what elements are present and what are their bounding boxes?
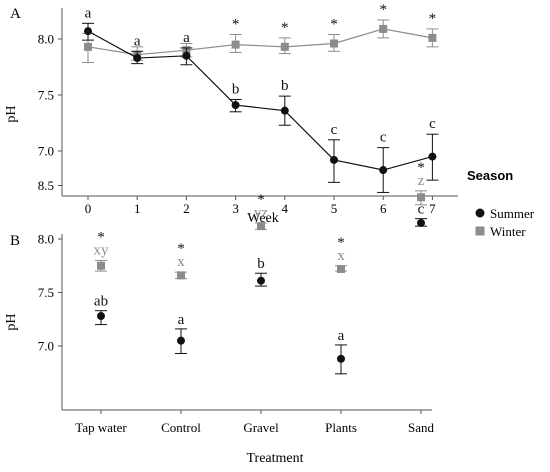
panel-a-x-tick-label: 6 <box>380 201 387 216</box>
panel-b-x-tick-label: Plants <box>325 420 357 435</box>
legend-winter-label: Winter <box>490 224 526 239</box>
panel-b-winter-point <box>417 193 425 202</box>
panel-b-winter-letter-label: xy <box>94 242 110 258</box>
panel-a-y-tick-label: 7.5 <box>38 88 54 103</box>
panel-b-summer-letter-label: a <box>178 312 185 328</box>
panel-a-x-tick-label: 7 <box>429 201 436 216</box>
panel-a-winter-point <box>84 42 92 51</box>
panel-b-winter-significance-star: * <box>417 160 425 176</box>
panel-a-y-tick-label: 7.0 <box>38 144 54 159</box>
panel-a-summer-significance-label: c <box>380 130 387 146</box>
panel-b-x-tick-label: Gravel <box>243 420 279 435</box>
panel-b-summer-letter-label: a <box>338 328 345 344</box>
panel-a-winter-significance-label: * <box>330 17 338 33</box>
legend-summer-marker <box>475 208 485 218</box>
panel-a-x-tick-label: 4 <box>282 201 289 216</box>
panel-a-winter-significance-label: * <box>379 2 387 18</box>
panel-a-summer-point <box>379 166 388 175</box>
panel-a-summer-point <box>182 51 191 60</box>
panel-a-y-tick-label: 8.0 <box>38 32 54 47</box>
panel-b-points: xy*abx*ayz*bx*az*c <box>94 160 427 375</box>
legend: Season Summer Winter <box>467 168 535 239</box>
panel-b-summer-point <box>417 218 425 227</box>
panel-b-x-tick-label: Tap water <box>75 420 127 435</box>
panel-a-y-ticks: 7.0 7.5 8.0 <box>38 32 62 159</box>
panel-a-summer-significance-label: a <box>85 5 92 21</box>
panel-a-summer-point <box>280 106 289 115</box>
panel-a-summer-series: a a a b b c c c <box>82 5 439 193</box>
panel-a-summer-significance-label: a <box>134 33 141 49</box>
panel-a-summer-point <box>133 54 142 63</box>
panel-a-winter-point <box>280 42 289 51</box>
panel-b-x-ticks: Tap water Control Gravel Plants Sand <box>75 410 435 435</box>
panel-a-summer-point <box>84 27 92 36</box>
panel-a-winter-significance-label: * <box>281 20 289 36</box>
panel-a-summer-significance-label: b <box>281 78 289 94</box>
panel-b-summer-letter-label: c <box>418 202 425 218</box>
panel-b-y-tick-label: 8.5 <box>38 178 54 193</box>
panel-a: A pH Week 7.0 7.5 8.0 0 1 2 3 4 5 6 7 * * * * * a a a b b… <box>4 2 458 226</box>
panel-b-winter-letter-label: x <box>337 248 345 264</box>
legend-title: Season <box>467 168 513 183</box>
panel-a-winter-significance-label: * <box>429 11 437 27</box>
panel-a-winter-series: * * * * * <box>82 2 439 64</box>
panel-b-summer-letter-label: b <box>257 256 265 272</box>
panel-b-y-tick-label: 7.5 <box>38 285 54 300</box>
panel-b-winter-point <box>177 271 185 280</box>
panel-b-y-axis-title: pH <box>4 313 19 330</box>
panel-a-summer-significance-label: c <box>331 122 338 138</box>
panel-a-summer-point <box>330 155 338 164</box>
panel-a-x-tick-label: 0 <box>85 201 92 216</box>
panel-a-x-axis-title: Week <box>247 211 279 226</box>
panel-a-winter-point <box>428 33 437 42</box>
panel-b-x-tick-label: Control <box>161 420 201 435</box>
panel-b-summer-point <box>337 354 345 363</box>
panel-a-summer-line <box>87 30 433 171</box>
panel-a-winter-point <box>330 39 338 48</box>
panel-b-winter-significance-star: * <box>177 241 185 257</box>
panel-a-winter-line <box>87 28 433 56</box>
panel-b-label: B <box>10 233 20 249</box>
panel-a-x-tick-label: 3 <box>232 201 239 216</box>
panel-b-winter-letter-label: z <box>418 173 425 189</box>
panel-a-x-tick-label: 1 <box>134 201 141 216</box>
panel-a-winter-point <box>379 24 388 33</box>
panel-b-summer-point <box>97 312 105 321</box>
legend-winter-marker <box>475 226 485 236</box>
panel-a-summer-point <box>231 101 240 110</box>
panel-a-winter-significance-label: * <box>232 17 240 33</box>
panel-a-summer-point <box>428 152 437 161</box>
panel-a-x-tick-label: 2 <box>183 201 190 216</box>
panel-b-y-ticks: 7.0 7.5 8.0 8.5 <box>38 178 62 354</box>
panel-a-summer-significance-label: b <box>232 81 240 97</box>
panel-a-y-axis-title: pH <box>4 105 19 122</box>
panel-b-y-tick-label: 8.0 <box>38 232 54 247</box>
panel-b: B pH Treatment 7.0 7.5 8.0 8.5 Tap water Con… <box>4 160 435 466</box>
panel-b-winter-significance-star: * <box>97 229 105 245</box>
panel-b-winter-letter-label: yz <box>254 205 269 221</box>
panel-b-summer-letter-label: ab <box>94 294 108 310</box>
panel-b-summer-point <box>177 336 185 345</box>
panel-b-summer-point <box>257 276 265 285</box>
panel-a-label: A <box>10 6 21 22</box>
panel-b-winter-letter-label: x <box>177 254 185 270</box>
panel-b-winter-significance-star: * <box>257 192 265 208</box>
panel-b-winter-significance-star: * <box>337 235 345 251</box>
panel-b-winter-point <box>337 264 345 273</box>
panel-a-x-ticks: 0 1 2 3 4 5 6 7 <box>85 196 436 216</box>
panel-a-summer-significance-label: c <box>429 116 436 132</box>
legend-summer-label: Summer <box>490 206 535 221</box>
panel-b-x-axis-title: Treatment <box>246 451 303 466</box>
panel-a-winter-point <box>231 40 240 49</box>
panel-a-x-tick-label: 5 <box>331 201 338 216</box>
panel-b-y-tick-label: 7.0 <box>38 339 54 354</box>
panel-b-winter-point <box>97 261 105 270</box>
panel-a-summer-significance-label: a <box>183 30 190 46</box>
panel-b-x-tick-label: Sand <box>408 420 435 435</box>
panel-b-winter-point <box>257 222 265 231</box>
